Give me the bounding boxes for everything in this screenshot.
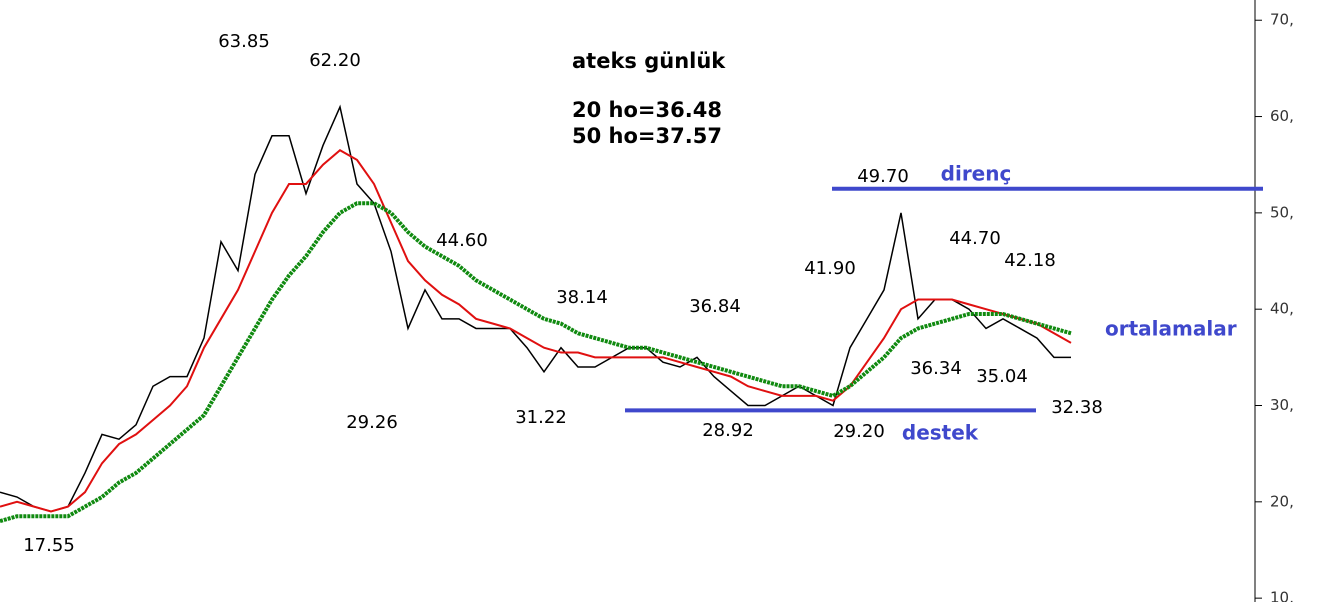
- series-line: [0, 201, 1072, 524]
- ma-label: ortalamalar: [1105, 317, 1237, 341]
- y-tick-label: 50,: [1270, 203, 1294, 221]
- annotation: 63.85: [218, 31, 270, 52]
- y-tick-label: 70,: [1270, 11, 1294, 29]
- chart-title: ateks günlük: [572, 49, 726, 73]
- annotation: 32.38: [1051, 397, 1103, 418]
- series-line: [0, 104, 1071, 513]
- subtitle: 20 ho=36.48: [572, 98, 722, 122]
- y-tick-label: 20,: [1270, 492, 1294, 510]
- annotation: 42.18: [1004, 250, 1056, 271]
- annotation: 49.70: [857, 166, 909, 187]
- series-line: [0, 149, 1072, 513]
- annotation: 35.04: [976, 366, 1028, 387]
- y-tick-label: 30,: [1270, 396, 1294, 414]
- annotation: 44.60: [436, 230, 488, 251]
- subtitle: 50 ho=37.57: [572, 124, 722, 148]
- annotation: 44.70: [949, 228, 1001, 249]
- annotation: 62.20: [309, 50, 361, 71]
- y-tick-label: 60,: [1270, 107, 1294, 125]
- annotation: 38.14: [556, 287, 608, 308]
- y-tick-label: 10,: [1270, 589, 1294, 602]
- y-tick-label: 40,: [1270, 300, 1294, 318]
- annotation: 31.22: [515, 407, 567, 428]
- annotation: 36.34: [910, 358, 962, 379]
- level-label: direnç: [941, 162, 1012, 186]
- annotation: 36.84: [689, 296, 741, 317]
- annotation: 41.90: [804, 258, 856, 279]
- annotation: 29.26: [346, 412, 398, 433]
- annotation: 29.20: [833, 421, 885, 442]
- level-label: destek: [902, 421, 979, 445]
- annotation: 28.92: [702, 420, 754, 441]
- annotation: 17.55: [23, 535, 75, 556]
